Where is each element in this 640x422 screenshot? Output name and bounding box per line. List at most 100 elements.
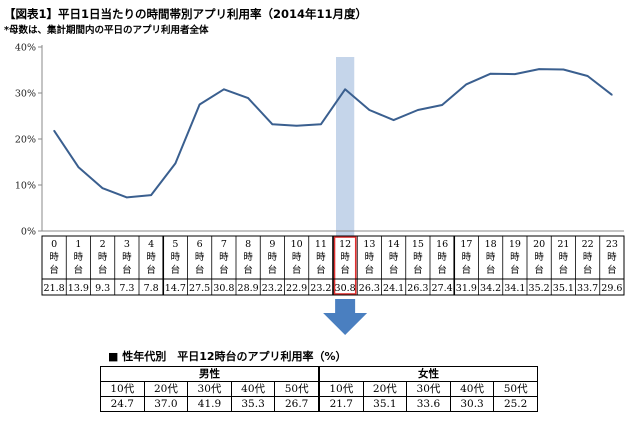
category-label: 時 [74, 252, 84, 263]
category-label: 21 [557, 239, 569, 250]
category-label: 台 [146, 264, 156, 276]
age-cell: 40代 [230, 381, 276, 397]
value-label: 13.9 [68, 283, 89, 294]
line-chart: 0% 10% 20% 30% 40% 0 時台 21.8 1 時台 13.9 2 時台 9.3 3 時台 7.… [15, 43, 625, 335]
y-tick-label: 30% [15, 89, 36, 100]
data-point [247, 97, 249, 99]
category-label: 時 [437, 252, 447, 263]
category-label: 台 [486, 264, 496, 276]
age-cell: 40代 [449, 381, 495, 397]
category-label: 9 [269, 239, 275, 250]
data-point [562, 68, 565, 71]
group-header-male: 男性 [99, 366, 320, 382]
data-point [295, 124, 298, 127]
demographic-table: 男性 女性 10代 20代 30代 40代 50代 10代 20代 30代 40… [99, 366, 538, 412]
category-label: 台 [171, 264, 181, 276]
category-label: 時 [583, 252, 593, 263]
age-cell: 50代 [274, 381, 320, 397]
figure-note: *母数は、集計期間内の平日のアプリ利用者全体 [4, 25, 209, 36]
category-label: 時 [98, 252, 108, 263]
category-label: 台 [195, 264, 205, 276]
data-point [514, 73, 516, 75]
category-label: 台 [49, 264, 59, 276]
value-label: 35.2 [529, 283, 550, 294]
category-label: 22 [582, 239, 594, 250]
category-label: 5 [172, 239, 178, 250]
data-point [126, 196, 128, 199]
age-cell: 10代 [317, 381, 364, 397]
category-label: 時 [365, 252, 375, 263]
category-label: 時 [413, 252, 423, 263]
category-label: 時 [559, 252, 569, 263]
category-label: 4 [148, 239, 154, 250]
category-label: 台 [243, 264, 253, 276]
category-label: 台 [316, 264, 326, 276]
category-label: 13 [363, 239, 375, 250]
rate-cell: 26.7 [274, 396, 320, 412]
value-label: 30.8 [213, 283, 234, 294]
category-label: 台 [583, 264, 593, 276]
value-label: 14.7 [165, 283, 186, 294]
category-label: 時 [340, 252, 350, 263]
highlight-band [336, 57, 355, 236]
category-label: 12 [339, 239, 351, 250]
category-label: 時 [268, 252, 278, 263]
category-label: 3 [124, 239, 130, 250]
data-point [198, 103, 201, 106]
category-label: 台 [74, 264, 84, 276]
age-cell: 10代 [100, 381, 145, 397]
highlight-layer [333, 57, 357, 295]
sub-table-title: ■ 性年代別 平日12時台のアプリ利用率（%） [108, 350, 347, 363]
value-label: 24.1 [383, 283, 404, 294]
category-label: 時 [243, 252, 253, 263]
category-label: 0 [51, 239, 57, 250]
category-label: 時 [122, 252, 132, 263]
category-label: 台 [559, 264, 569, 276]
age-cell: 50代 [493, 381, 538, 397]
data-point [441, 104, 443, 106]
y-tick-label: 20% [15, 135, 36, 146]
rate-cell: 25.2 [493, 396, 538, 412]
value-label: 35.1 [553, 283, 574, 294]
y-tick-label: 0% [21, 227, 36, 238]
category-label: 台 [607, 264, 617, 276]
category-label: 台 [510, 264, 520, 276]
category-label: 台 [365, 264, 375, 276]
category-label: 台 [292, 264, 302, 276]
rate-cell: 30.3 [449, 396, 495, 412]
category-label: 23 [606, 239, 618, 250]
category-label: 時 [219, 252, 229, 263]
age-cell: 30代 [406, 381, 451, 397]
category-label: 時 [146, 252, 156, 263]
value-label: 31.9 [456, 283, 477, 294]
category-label: 15 [412, 239, 424, 250]
value-label: 34.2 [480, 283, 501, 294]
value-label: 28.9 [238, 283, 259, 294]
down-arrow-icon [323, 299, 368, 335]
category-label: 10 [291, 239, 303, 250]
series-line [53, 68, 613, 199]
category-label: 18 [485, 239, 497, 250]
value-label: 33.7 [577, 283, 598, 294]
data-point [417, 109, 419, 111]
category-table: 0 時台 21.8 1 時台 13.9 2 時台 9.3 3 時台 7.3 4 時台 7.8 5 時台 14.7 6… [41, 235, 625, 296]
series-line-layer [53, 68, 613, 199]
data-point [174, 162, 177, 165]
data-point [53, 129, 55, 132]
value-label: 7.8 [144, 283, 159, 294]
rate-cell: 41.9 [187, 396, 232, 412]
category-label: 2 [100, 239, 106, 250]
value-label: 21.8 [44, 283, 65, 294]
data-point [344, 88, 346, 91]
category-label: 時 [316, 252, 326, 263]
category-label: 台 [268, 264, 278, 276]
y-tick-label: 10% [15, 181, 36, 192]
value-label: 27.4 [432, 283, 453, 294]
rate-cell: 24.7 [100, 396, 145, 412]
data-point [465, 83, 468, 86]
highlight-frame [333, 236, 357, 295]
data-point [586, 75, 589, 77]
down-arrow-layer [323, 299, 368, 335]
rate-cell: 35.3 [230, 396, 276, 412]
category-label: 14 [388, 239, 400, 250]
